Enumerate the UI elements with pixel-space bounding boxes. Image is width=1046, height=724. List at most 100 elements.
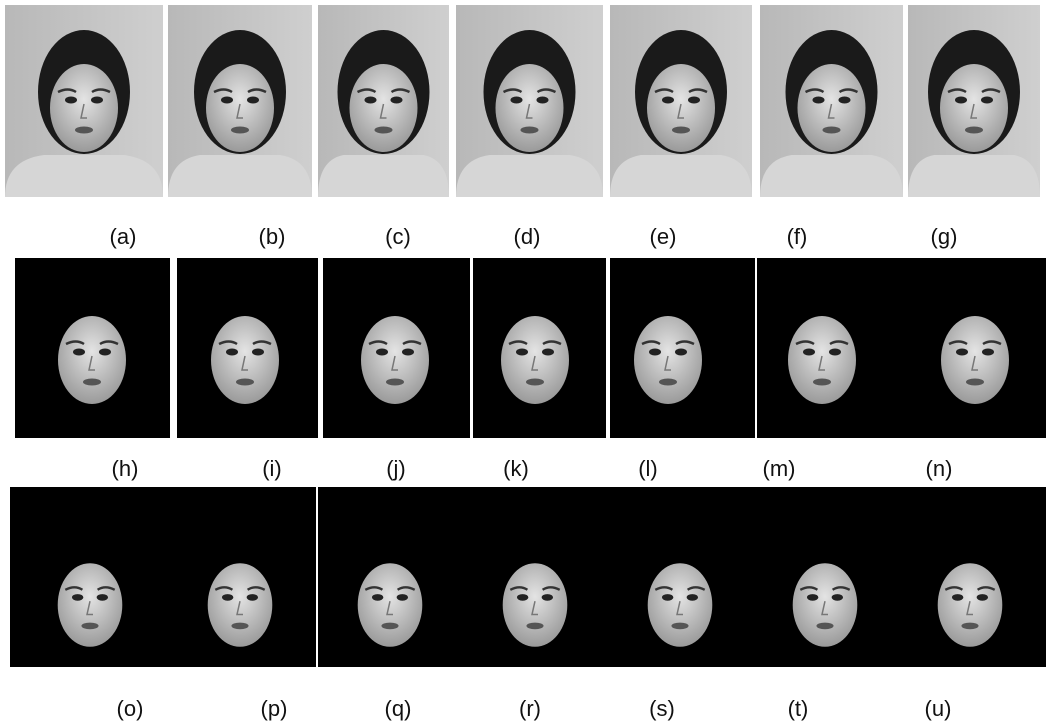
face <box>503 563 568 647</box>
mouth <box>83 379 101 386</box>
eye <box>832 594 843 601</box>
panel-label: (d) <box>514 224 541 249</box>
eye <box>372 594 383 601</box>
face <box>211 316 279 404</box>
eye <box>542 349 554 356</box>
mouth <box>375 127 393 134</box>
face-crop <box>788 316 856 404</box>
mouth <box>966 379 984 386</box>
panel-label: (j) <box>386 456 406 481</box>
face <box>793 563 858 647</box>
mouth <box>81 623 98 630</box>
mouth <box>231 127 249 134</box>
eye <box>511 97 523 104</box>
eye <box>222 594 233 601</box>
eye <box>955 97 967 104</box>
eye <box>977 594 988 601</box>
mouth <box>386 379 404 386</box>
mouth <box>672 127 690 134</box>
face <box>940 64 1008 152</box>
panel-label: (c) <box>385 224 411 249</box>
panel-label: (u) <box>925 696 952 721</box>
face <box>50 64 118 152</box>
eye <box>537 97 549 104</box>
eye <box>517 594 528 601</box>
photo <box>456 5 603 197</box>
eye <box>73 349 85 356</box>
panel-label: (m) <box>763 456 796 481</box>
face-crop <box>211 316 279 404</box>
face <box>938 563 1003 647</box>
eye <box>391 97 403 104</box>
photo <box>610 5 752 197</box>
shoulders <box>610 155 752 197</box>
panel-label: (s) <box>649 696 675 721</box>
mouth <box>236 379 254 386</box>
eye <box>247 97 259 104</box>
mouth <box>526 379 544 386</box>
face-crop <box>58 563 123 647</box>
face <box>788 316 856 404</box>
eye <box>839 97 851 104</box>
panel-label: (q) <box>385 696 412 721</box>
panel-label: (h) <box>112 456 139 481</box>
panel-label: (l) <box>638 456 658 481</box>
eye <box>675 349 687 356</box>
face <box>358 563 423 647</box>
panel-label: (k) <box>503 456 529 481</box>
shoulders <box>456 155 603 197</box>
face <box>58 563 123 647</box>
panel-label: (i) <box>262 456 282 481</box>
shoulders <box>908 155 1040 197</box>
face-crop <box>208 563 273 647</box>
face-crop <box>938 563 1003 647</box>
mouth <box>961 623 978 630</box>
face <box>647 64 715 152</box>
eye <box>803 349 815 356</box>
eye <box>807 594 818 601</box>
eye <box>813 97 825 104</box>
eye <box>542 594 553 601</box>
eye <box>99 349 111 356</box>
eye <box>662 594 673 601</box>
eye <box>221 97 233 104</box>
mouth <box>521 127 539 134</box>
face-crop <box>358 563 423 647</box>
eye <box>956 349 968 356</box>
panel-label: (t) <box>788 696 809 721</box>
face <box>58 316 126 404</box>
eye <box>252 349 264 356</box>
mouth <box>526 623 543 630</box>
mouth <box>965 127 983 134</box>
photo <box>318 5 449 197</box>
photo <box>760 5 903 197</box>
panel-label: (r) <box>519 696 541 721</box>
eye <box>688 97 700 104</box>
mouth <box>816 623 833 630</box>
face-crop <box>941 316 1009 404</box>
shoulders <box>318 155 449 197</box>
panel-label: (n) <box>926 456 953 481</box>
eye <box>397 594 408 601</box>
face-crop <box>501 316 569 404</box>
mouth <box>671 623 688 630</box>
panel-label: (p) <box>261 696 288 721</box>
image-panel <box>10 487 316 667</box>
photo <box>5 5 163 197</box>
eye <box>376 349 388 356</box>
shoulders <box>5 155 163 197</box>
face <box>648 563 713 647</box>
photo <box>168 5 312 197</box>
mouth <box>823 127 841 134</box>
eye <box>65 97 77 104</box>
eye <box>226 349 238 356</box>
eye <box>365 97 377 104</box>
face <box>798 64 866 152</box>
face-crop <box>503 563 568 647</box>
eye <box>687 594 698 601</box>
face-crop <box>793 563 858 647</box>
panel-label: (g) <box>931 224 958 249</box>
face <box>361 316 429 404</box>
eye <box>97 594 108 601</box>
face <box>206 64 274 152</box>
